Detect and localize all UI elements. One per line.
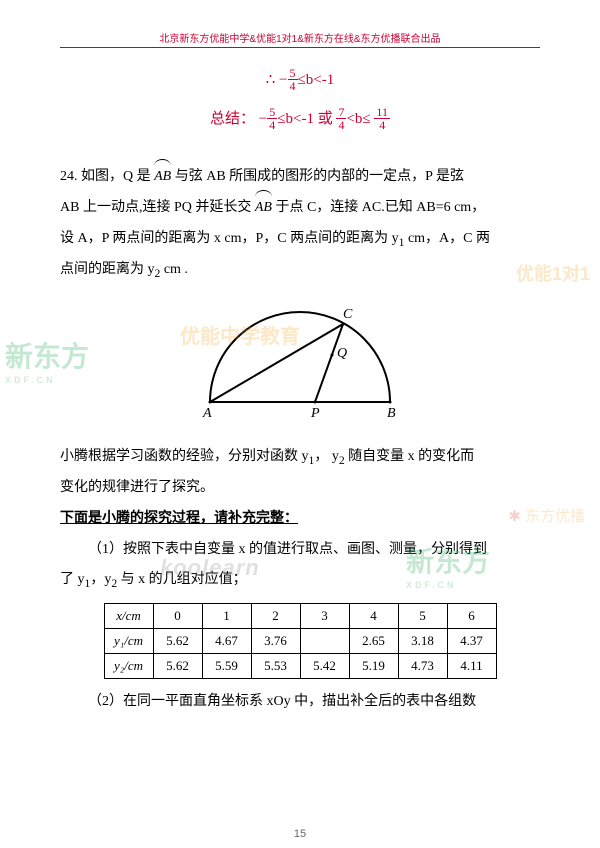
page-header: 北京新东方优能中学&优能1对1&新东方在线&东方优播联合出品 [60,30,540,48]
table-row: x/cm 0123456 [104,603,496,628]
label-B: B [387,406,396,421]
bold-underline-instruction: 下面是小腾的探究过程，请补充完整： [60,511,298,526]
question-2: （2）在同一平面直角坐标系 xOy 中，描出补全后的表中各组数 [60,687,540,718]
label-Q: Q [337,346,347,361]
math-summary-line: 总结： −54≤b<-1 或 74<b≤ 114 [60,107,540,132]
label-P: P [310,406,320,421]
geometry-figure: A B C P Q [60,302,540,427]
data-table: x/cm 0123456 y₁/cm 5.624.673.762.653.184… [104,603,497,679]
table-row: y₂/cm 5.625.595.535.425.194.734.11 [104,653,496,678]
problem-statement: 24. 如图，Q 是 AB 与弦 AB 所围成的图形的内部的一定点，P 是弦 A… [60,162,540,287]
math-conclusion-line: ∴ −54≤b<-1 [60,68,540,93]
exploration-text: 小腾根据学习函数的经验，分别对函数 y1， y2 随自变量 x 的变化而 变化的… [60,442,540,597]
document-page: 优能1对1 优能中学教育 新东方XDF.CN koolearn 新东方XDF.C… [0,0,600,848]
table-row: y₁/cm 5.624.673.762.653.184.37 [104,628,496,653]
label-C: C [343,307,353,322]
page-number: 15 [0,828,600,840]
label-A: A [202,406,212,421]
